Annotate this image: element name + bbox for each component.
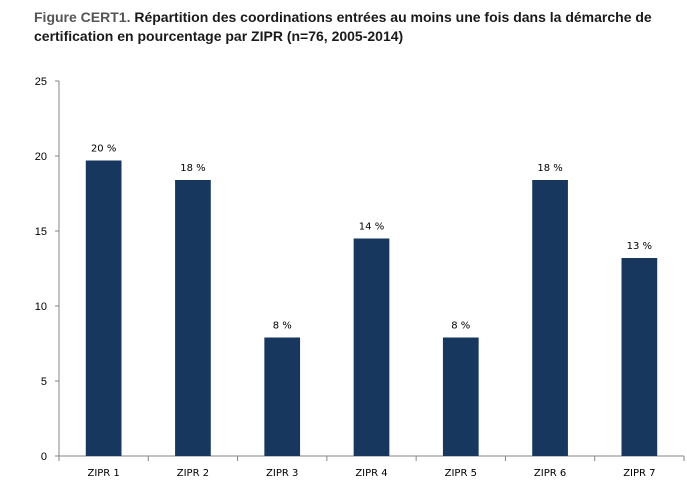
data-label: 8 % xyxy=(273,321,292,332)
y-axis-ticks: 0 5 10 15 20 25 xyxy=(35,76,59,463)
x-category-label: ZIPR 5 xyxy=(445,468,477,479)
bar xyxy=(532,180,568,456)
bar xyxy=(175,180,211,456)
bar xyxy=(85,160,122,456)
y-tick-label: 5 xyxy=(41,376,47,388)
x-category-label: ZIPR 3 xyxy=(266,468,298,479)
data-labels: 20 % 18 % 8 % 14 % 8 % 18 % 13 % xyxy=(91,144,652,332)
figure-number: Figure CERT1. xyxy=(34,9,131,25)
x-category-label: ZIPR 2 xyxy=(177,468,209,479)
data-label: 14 % xyxy=(359,222,384,233)
x-category-label: ZIPR 4 xyxy=(355,468,387,479)
data-label: 18 % xyxy=(180,163,205,174)
data-label: 20 % xyxy=(91,144,116,155)
y-tick-label: 10 xyxy=(35,301,47,313)
bar xyxy=(442,337,479,456)
chart-title: Figure CERT1. Répartition des coordinati… xyxy=(34,8,674,46)
y-tick-label: 25 xyxy=(35,76,47,88)
y-tick-label: 20 xyxy=(35,151,47,163)
category-labels: ZIPR 1 ZIPR 2 ZIPR 3 ZIPR 4 ZIPR 5 ZIPR 6 ZIPR… xyxy=(87,468,655,479)
bar-series xyxy=(85,160,658,456)
bar xyxy=(353,238,390,456)
x-category-label: ZIPR 7 xyxy=(623,468,655,479)
data-label: 18 % xyxy=(537,163,562,174)
data-label: 8 % xyxy=(451,321,470,332)
bar xyxy=(621,258,658,456)
x-axis-ticks xyxy=(58,456,685,461)
x-category-label: ZIPR 1 xyxy=(87,468,119,479)
x-category-label: ZIPR 6 xyxy=(534,468,566,479)
bar xyxy=(264,337,301,456)
data-label: 13 % xyxy=(627,241,652,252)
y-tick-label: 15 xyxy=(35,226,47,238)
y-tick-label: 0 xyxy=(41,451,47,463)
figure-caption: Répartition des coordinations entrées au… xyxy=(34,9,652,44)
